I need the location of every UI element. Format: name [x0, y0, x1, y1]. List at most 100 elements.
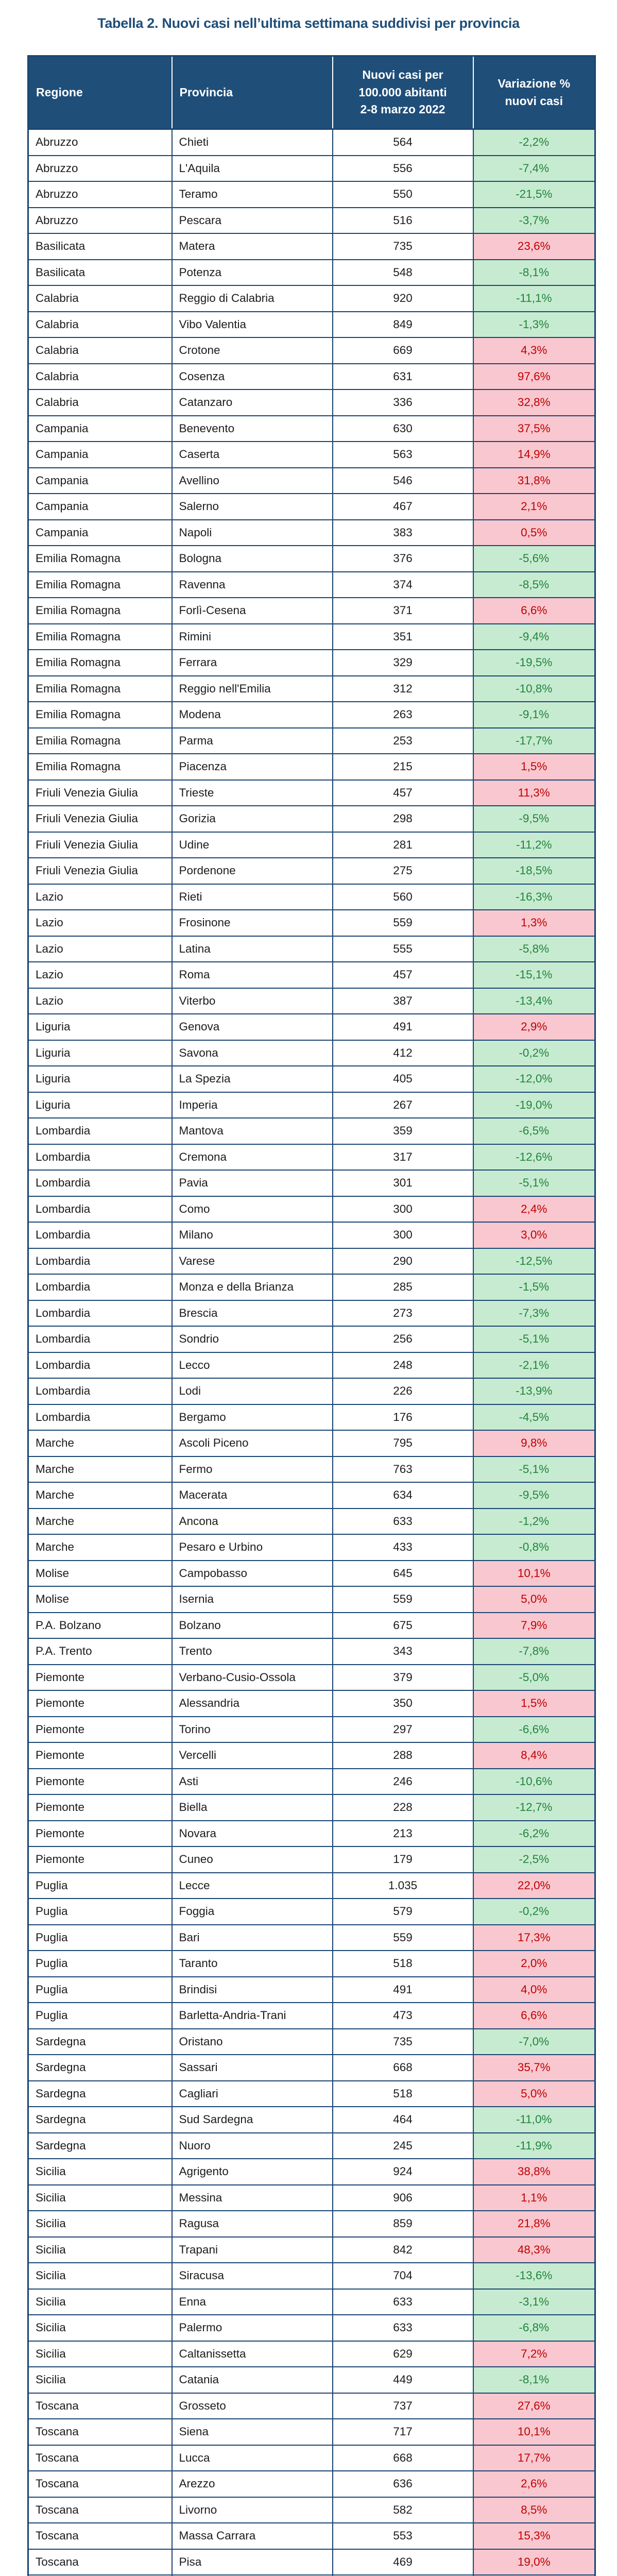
table-row: Liguria Imperia 267 -19,0% — [27, 1091, 596, 1118]
variation-cell: -9,4% — [472, 623, 596, 650]
variation-cell: 21,8% — [472, 2210, 596, 2238]
table-row: Calabria Reggio di Calabria 920 -11,1% — [27, 285, 596, 312]
region-cell: Lazio — [27, 961, 173, 989]
province-cell: Pisa — [171, 2548, 333, 2575]
province-cell: Siena — [171, 2418, 333, 2446]
province-cell: Viterbo — [171, 987, 333, 1014]
region-cell: Lazio — [27, 909, 173, 937]
province-cell: Bolzano — [171, 1612, 333, 1639]
cases-cell: 859 — [332, 2210, 474, 2238]
cases-cell: 1.035 — [332, 1872, 474, 1899]
table-row: Emilia Romagna Ferrara 329 -19,5% — [27, 649, 596, 676]
cases-cell: 550 — [332, 181, 474, 208]
variation-cell: -13,9% — [472, 1378, 596, 1405]
variation-cell: -5,1% — [472, 1455, 596, 1483]
province-cell: Palermo — [171, 2314, 333, 2342]
variation-cell: -10,8% — [472, 675, 596, 702]
cases-cell: 273 — [332, 1299, 474, 1327]
variation-cell: -0,2% — [472, 1039, 596, 1066]
region-cell: Sicilia — [27, 2184, 173, 2211]
region-cell: Piemonte — [27, 1742, 173, 1769]
cases-cell: 245 — [332, 2132, 474, 2159]
variation-cell: 1,1% — [472, 2184, 596, 2211]
region-cell: Piemonte — [27, 1846, 173, 1873]
table-row: Campania Benevento 630 37,5% — [27, 415, 596, 442]
variation-cell: -9,5% — [472, 805, 596, 833]
cases-cell: 281 — [332, 831, 474, 858]
province-cell: Trieste — [171, 779, 333, 806]
region-cell: P.A. Bolzano — [27, 1612, 173, 1639]
province-cell: Mantova — [171, 1117, 333, 1145]
cases-cell: 491 — [332, 1976, 474, 2003]
col-header-variazione: Variazione % nuovi casi — [472, 56, 595, 130]
variation-cell: 7,9% — [472, 1612, 596, 1639]
cases-cell: 412 — [332, 1039, 474, 1066]
variation-cell: -1,3% — [472, 311, 596, 338]
province-cell: Livorno — [171, 2496, 333, 2523]
table-row: Liguria La Spezia 405 -12,0% — [27, 1065, 596, 1093]
cases-cell: 564 — [332, 128, 474, 156]
variation-cell: -8,1% — [472, 259, 596, 286]
table-row: Abruzzo L'Aquila 556 -7,4% — [27, 155, 596, 182]
province-cell: Brescia — [171, 1299, 333, 1327]
region-cell: Emilia Romagna — [27, 753, 173, 781]
region-cell: Toscana — [27, 2444, 173, 2471]
table-row: Friuli Venezia Giulia Gorizia 298 -9,5% — [27, 805, 596, 833]
variation-cell: 1,5% — [472, 753, 596, 781]
variation-cell: -16,3% — [472, 883, 596, 910]
province-cell: Bologna — [171, 545, 333, 572]
region-cell: Toscana — [27, 2496, 173, 2523]
table-row: Emilia Romagna Reggio nell'Emilia 312 -10,8… — [27, 675, 596, 702]
region-cell: Emilia Romagna — [27, 571, 173, 598]
province-cell: Cremona — [171, 1143, 333, 1171]
province-cell: Pordenone — [171, 857, 333, 885]
cases-cell: 630 — [332, 415, 474, 442]
province-cell: Ferrara — [171, 649, 333, 676]
cases-cell: 548 — [332, 259, 474, 286]
table-row: Sicilia Trapani 842 48,3% — [27, 2236, 596, 2263]
variation-cell: -6,5% — [472, 1117, 596, 1145]
cases-cell: 469 — [332, 2548, 474, 2575]
variation-cell: 35,7% — [472, 2054, 596, 2081]
cases-cell: 300 — [332, 1195, 474, 1223]
table-row: Sicilia Ragusa 859 21,8% — [27, 2210, 596, 2238]
region-cell: Sardegna — [27, 2106, 173, 2133]
region-cell: Lombardia — [27, 1378, 173, 1405]
cases-cell: 383 — [332, 519, 474, 546]
province-cell: Trapani — [171, 2236, 333, 2263]
table-row: Campania Napoli 383 0,5% — [27, 519, 596, 546]
variation-cell: -11,9% — [472, 2132, 596, 2159]
region-cell: Piemonte — [27, 1768, 173, 1795]
variation-cell: -2,1% — [472, 1351, 596, 1379]
variation-cell: 4,3% — [472, 337, 596, 364]
table-row: Sardegna Sassari 668 35,7% — [27, 2054, 596, 2081]
region-cell: Sicilia — [27, 2288, 173, 2315]
region-cell: Puglia — [27, 1976, 173, 2003]
variation-cell: 1,5% — [472, 1690, 596, 1717]
cases-cell: 763 — [332, 1455, 474, 1483]
province-cell: Cosenza — [171, 363, 333, 390]
cases-cell: 563 — [332, 441, 474, 468]
header-row: Regione Provincia Nuovi casi per 100.000… — [28, 56, 595, 130]
variation-cell: 19,0% — [472, 2548, 596, 2575]
variation-cell: 2,1% — [472, 493, 596, 520]
region-cell: Friuli Venezia Giulia — [27, 831, 173, 858]
province-cell: Imperia — [171, 1091, 333, 1118]
table-row: Sicilia Siracusa 704 -13,6% — [27, 2262, 596, 2290]
cases-cell: 556 — [332, 155, 474, 182]
table-row: Lombardia Lecco 248 -2,1% — [27, 1351, 596, 1379]
variation-cell: 97,6% — [472, 363, 596, 390]
cases-cell: 849 — [332, 311, 474, 338]
table-row: Emilia Romagna Forlì-Cesena 371 6,6% — [27, 597, 596, 624]
region-cell: Piemonte — [27, 1716, 173, 1743]
province-cell: Vercelli — [171, 1742, 333, 1769]
region-cell: Marche — [27, 1455, 173, 1483]
region-cell: Piemonte — [27, 1690, 173, 1717]
table-row: Lombardia Milano 300 3,0% — [27, 1222, 596, 1249]
cases-cell: 253 — [332, 727, 474, 754]
variation-cell: 31,8% — [472, 467, 596, 494]
col-header-nuovi-casi: Nuovi casi per 100.000 abitanti 2-8 marz… — [332, 56, 473, 130]
cases-cell: 906 — [332, 2184, 474, 2211]
table-row: Sardegna Cagliari 518 5,0% — [27, 2080, 596, 2107]
region-cell: Emilia Romagna — [27, 545, 173, 572]
